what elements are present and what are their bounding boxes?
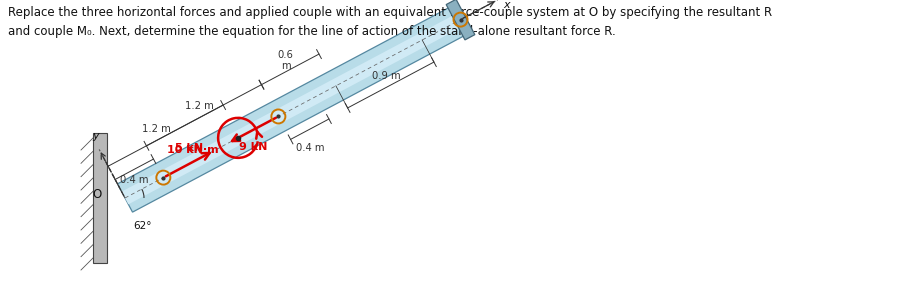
Polygon shape <box>446 0 475 40</box>
Text: x: x <box>503 0 511 10</box>
Text: 1.2 m: 1.2 m <box>142 124 171 134</box>
Text: 10 kN·m: 10 kN·m <box>167 145 219 155</box>
Text: 0.4 m: 0.4 m <box>121 175 149 185</box>
Text: 9 kN: 9 kN <box>239 142 267 152</box>
Polygon shape <box>122 13 463 204</box>
Text: O: O <box>93 188 102 201</box>
Text: 5 kN: 5 kN <box>175 143 203 153</box>
Text: and couple M₀. Next, determine the equation for the line of action of the stand-: and couple M₀. Next, determine the equat… <box>8 25 616 38</box>
Text: 62°: 62° <box>133 221 151 231</box>
Text: y: y <box>92 132 99 142</box>
Text: 0.6
m: 0.6 m <box>278 50 294 71</box>
Polygon shape <box>118 5 468 212</box>
Text: 1.2 m: 1.2 m <box>185 102 214 112</box>
Polygon shape <box>93 133 107 263</box>
Text: 0.4 m: 0.4 m <box>296 143 324 153</box>
Text: 0.9 m: 0.9 m <box>372 71 400 81</box>
Text: Replace the three horizontal forces and applied couple with an equivalent force-: Replace the three horizontal forces and … <box>8 6 772 19</box>
